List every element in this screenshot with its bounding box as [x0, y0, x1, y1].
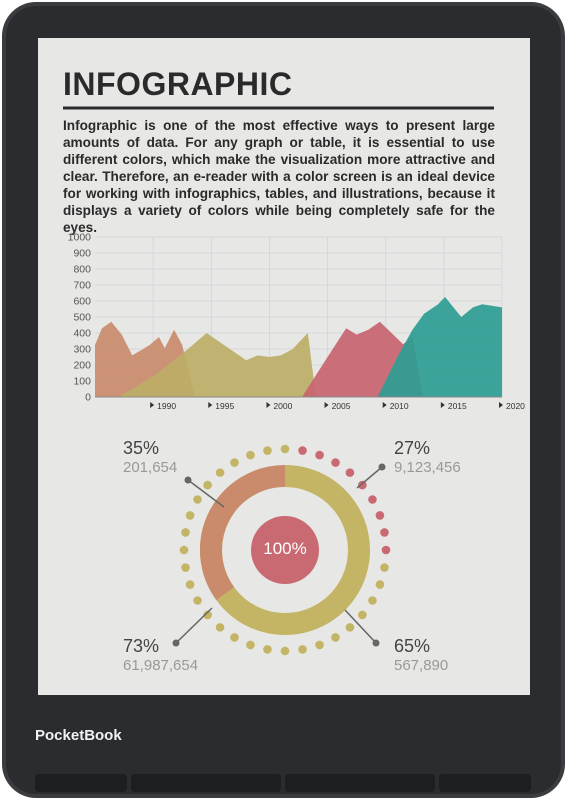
ring-dot: [193, 596, 202, 605]
tick-arrow: [150, 402, 155, 408]
ring-dot: [368, 495, 377, 504]
ring-dot: [375, 580, 385, 589]
stat-value: 567,890: [394, 657, 449, 674]
leader-line: [344, 609, 377, 644]
stat-value: 201,654: [123, 459, 178, 476]
ring-dot: [230, 633, 239, 642]
button[interactable]: [439, 774, 531, 792]
x-tick-label: 2015: [448, 401, 467, 411]
x-tick-label: 1990: [157, 401, 176, 411]
x-tick-label: 2000: [273, 401, 292, 411]
stat-value: 9,123,456: [394, 459, 461, 476]
y-tick-label: 500: [73, 312, 91, 324]
donut: [172, 444, 391, 656]
ring-dot: [358, 610, 367, 620]
donut-center: 100%: [263, 539, 307, 558]
leader-dot: [378, 463, 386, 471]
ring-dot: [298, 446, 307, 455]
y-tick-label: 100: [73, 376, 91, 388]
stat-percent: 73%: [123, 636, 160, 656]
tick-arrow: [440, 402, 445, 408]
y-tick-label: 800: [73, 264, 91, 276]
ring-dot: [246, 450, 255, 460]
ring-dot: [203, 480, 212, 490]
x-tick-label: 2005: [332, 401, 351, 411]
leader-line: [175, 607, 213, 644]
button[interactable]: [285, 774, 435, 792]
area: [377, 297, 502, 397]
y-tick-label: 300: [73, 344, 91, 356]
y-tick-label: 200: [73, 360, 91, 372]
ring-dot: [380, 563, 389, 572]
stat-value: 61,987,654: [123, 657, 199, 674]
ring-dot: [203, 610, 212, 620]
x-tick-label: 2020: [506, 401, 525, 411]
button[interactable]: [35, 774, 127, 792]
ring-dot: [315, 640, 324, 650]
ring-dot: [181, 528, 190, 537]
tick-arrow: [208, 402, 213, 408]
ring-dot: [345, 468, 355, 477]
ring-dot: [185, 580, 195, 589]
ring-dot: [381, 545, 391, 555]
ring-dot: [246, 640, 255, 650]
ring-dot: [179, 545, 189, 555]
y-tick-label: 700: [73, 280, 91, 292]
y-tick-label: 0: [85, 392, 91, 404]
area: [118, 333, 316, 397]
ring-dot: [298, 645, 307, 654]
y-tick-label: 600: [73, 296, 91, 308]
ring-dot: [230, 458, 239, 467]
leader-line: [356, 466, 383, 489]
button[interactable]: [131, 774, 281, 792]
ring-dot: [331, 633, 340, 642]
ring-dot: [280, 646, 290, 656]
brand: PocketBook: [35, 727, 122, 744]
ring-dot: [263, 645, 272, 654]
leader-line: [187, 479, 225, 508]
ring-dot: [280, 444, 290, 454]
stat-percent: 65%: [394, 636, 431, 656]
x-tick-label: 2010: [390, 401, 409, 411]
tick-arrow: [382, 402, 387, 408]
tick-arrow: [266, 402, 271, 408]
leader-dot: [372, 639, 380, 647]
ring-dot: [368, 596, 377, 605]
center-disc: [251, 516, 319, 584]
ring-dot: [215, 468, 225, 477]
leader-dot: [184, 476, 192, 484]
ring-dot: [193, 495, 202, 504]
body-text: Infographic is one of the most effective…: [63, 118, 495, 235]
area-chart: 0 100 200 300 400 500 600 700 800 900 1000 1990 1995…: [68, 232, 526, 412]
ring-segment: [200, 465, 286, 600]
ring-dot: [315, 450, 324, 460]
ring-dot: [380, 528, 389, 537]
ring-dot: [331, 458, 340, 467]
y-tick-label: 400: [73, 328, 91, 340]
ring-dot: [375, 511, 385, 520]
tick-arrow: [499, 402, 503, 408]
ring-dot: [181, 563, 190, 572]
y-tick-label: 1000: [68, 232, 92, 244]
leader-dot: [172, 639, 180, 647]
y-tick-label: 900: [73, 248, 91, 260]
title: INFOGRAPHIC: [63, 66, 293, 102]
x-tick-label: 1995: [215, 401, 234, 411]
ring-dot: [263, 446, 272, 455]
ring-dot: [358, 480, 367, 490]
stat-percent: 27%: [394, 438, 431, 458]
stat-percent: 35%: [123, 438, 160, 458]
tick-arrow: [324, 402, 329, 408]
ring-dot: [185, 511, 195, 520]
ring-dot: [345, 623, 355, 632]
ring-dot: [215, 623, 225, 632]
